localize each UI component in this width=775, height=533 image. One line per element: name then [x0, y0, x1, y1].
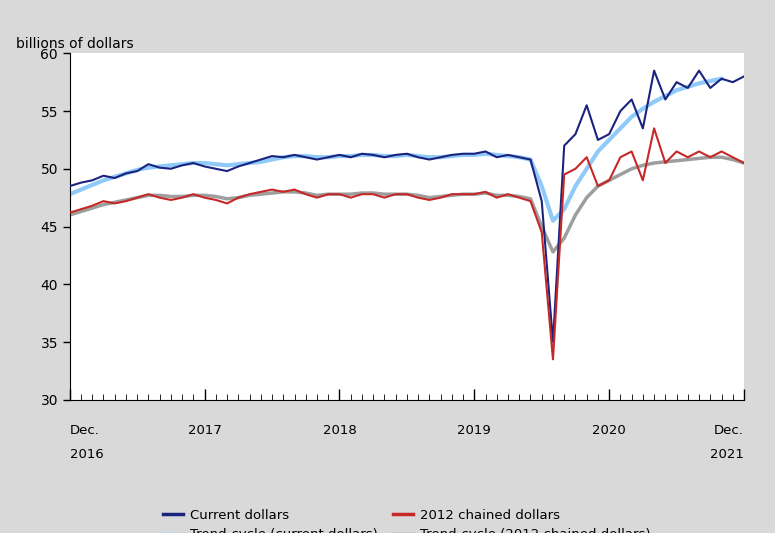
Text: 2017: 2017 — [188, 424, 222, 437]
Text: 2019: 2019 — [457, 424, 491, 437]
Text: billions of dollars: billions of dollars — [16, 37, 133, 51]
Text: Dec.: Dec. — [714, 424, 744, 437]
Text: 2021: 2021 — [710, 448, 744, 461]
Legend: Current dollars, Trend-cycle (current dollars), 2012 chained dollars, Trend-cycl: Current dollars, Trend-cycle (current do… — [158, 503, 656, 533]
Text: 2016: 2016 — [70, 448, 104, 461]
Text: Dec.: Dec. — [70, 424, 100, 437]
Text: 2018: 2018 — [322, 424, 356, 437]
Text: 2020: 2020 — [592, 424, 626, 437]
